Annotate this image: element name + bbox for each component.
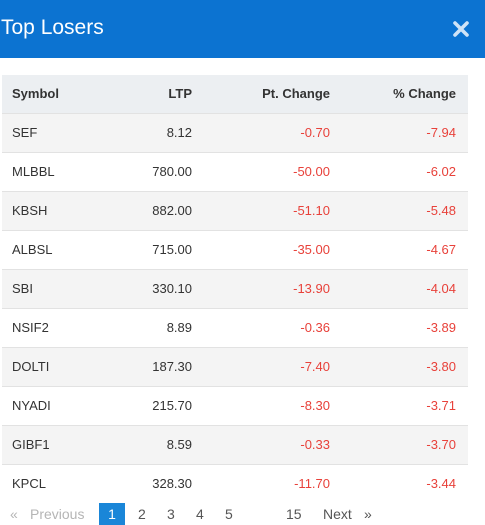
pct-change-cell: -3.71 [330,385,468,425]
table-header-row: Symbol LTP Pt. Change % Change [2,75,468,113]
ltp-cell: 8.89 [82,307,192,347]
table-row[interactable]: MLBBL 780.00 -50.00 -6.02 [2,151,468,191]
pt-change-cell: -7.40 [192,346,330,386]
pt-change-cell: -11.70 [192,463,330,503]
pagination: « Previous 1 2 3 4 5 15 Next » [0,503,485,525]
ltp-cell: 8.12 [82,112,192,152]
symbol-cell: NYADI [2,385,82,425]
modal-header: Top Losers [0,0,485,58]
ltp-cell: 780.00 [82,151,192,191]
table-row[interactable]: NYADI 215.70 -8.30 -3.71 [2,385,468,425]
symbol-cell: DOLTI [2,346,82,386]
modal-title: Top Losers [1,16,104,39]
symbol-cell: GIBF1 [2,424,82,464]
table-row[interactable]: DOLTI 187.30 -7.40 -3.80 [2,346,468,386]
pt-change-cell: -13.90 [192,268,330,308]
pct-change-cell: -7.94 [330,112,468,152]
symbol-cell: SBI [2,268,82,308]
ltp-cell: 187.30 [82,346,192,386]
pt-change-cell: -8.30 [192,385,330,425]
symbol-cell: MLBBL [2,151,82,191]
table-row[interactable]: SEF 8.12 -0.70 -7.94 [2,112,468,152]
table-row[interactable]: KBSH 882.00 -51.10 -5.48 [2,190,468,230]
symbol-cell: SEF [2,112,82,152]
pct-change-cell: -4.67 [330,229,468,269]
ltp-cell: 328.30 [82,463,192,503]
pt-change-cell: -0.36 [192,307,330,347]
page-5-link[interactable]: 5 [225,506,233,522]
last-page-link[interactable]: » [364,506,372,522]
pct-change-cell: -3.44 [330,463,468,503]
symbol-cell: KBSH [2,190,82,230]
column-header-symbol[interactable]: Symbol [2,75,82,113]
previous-page-link[interactable]: Previous [30,506,85,522]
top-losers-table: Symbol LTP Pt. Change % Change SEF 8.12 -0… [2,75,468,503]
table-row[interactable]: KPCL 328.30 -11.70 -3.44 [2,463,468,503]
first-page-link[interactable]: « [10,506,18,522]
ltp-cell: 330.10 [82,268,192,308]
pct-change-cell: -6.02 [330,151,468,191]
pt-change-cell: -51.10 [192,190,330,230]
pt-change-cell: -0.70 [192,112,330,152]
table-row[interactable]: NSIF2 8.89 -0.36 -3.89 [2,307,468,347]
pct-change-cell: -4.04 [330,268,468,308]
ltp-cell: 715.00 [82,229,192,269]
symbol-cell: ALBSL [2,229,82,269]
page-4-link[interactable]: 4 [196,506,204,522]
symbol-cell: NSIF2 [2,307,82,347]
ltp-cell: 8.59 [82,424,192,464]
pct-change-cell: -3.80 [330,346,468,386]
pct-change-cell: -3.70 [330,424,468,464]
ltp-cell: 215.70 [82,385,192,425]
column-header-pct-change[interactable]: % Change [330,75,468,113]
pt-change-cell: -50.00 [192,151,330,191]
page-15-link[interactable]: 15 [286,506,302,522]
page-2-link[interactable]: 2 [138,506,146,522]
page-1-link[interactable]: 1 [99,503,125,525]
ltp-cell: 882.00 [82,190,192,230]
column-header-pt-change[interactable]: Pt. Change [192,75,330,113]
column-header-ltp[interactable]: LTP [82,75,192,113]
table-row[interactable]: GIBF1 8.59 -0.33 -3.70 [2,424,468,464]
table-row[interactable]: ALBSL 715.00 -35.00 -4.67 [2,229,468,269]
pct-change-cell: -5.48 [330,190,468,230]
page-3-link[interactable]: 3 [167,506,175,522]
pt-change-cell: -35.00 [192,229,330,269]
symbol-cell: KPCL [2,463,82,503]
table-row[interactable]: SBI 330.10 -13.90 -4.04 [2,268,468,308]
pct-change-cell: -3.89 [330,307,468,347]
next-page-link[interactable]: Next [323,506,352,522]
close-icon[interactable] [452,19,470,39]
pt-change-cell: -0.33 [192,424,330,464]
